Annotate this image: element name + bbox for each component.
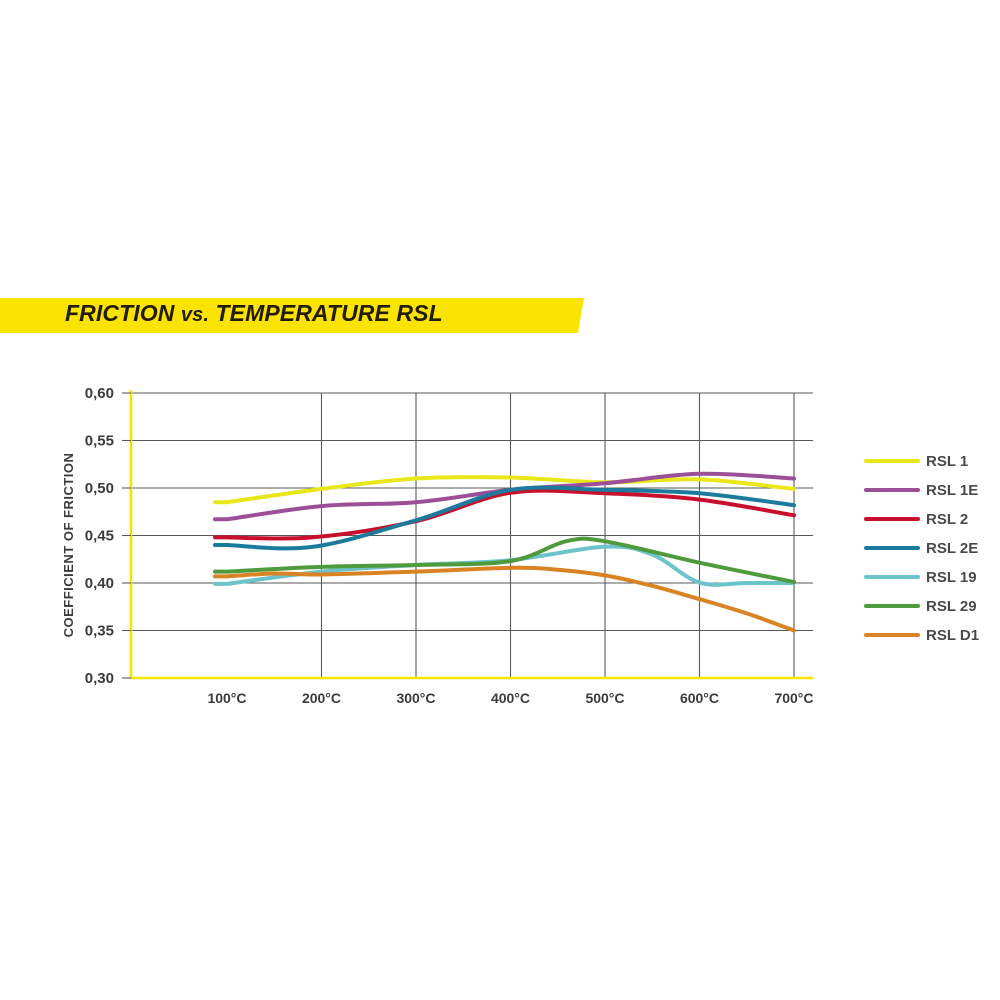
svg-text:RSL 1E: RSL 1E bbox=[926, 482, 978, 499]
svg-text:RSL 29: RSL 29 bbox=[926, 598, 977, 615]
svg-text:RSL D1: RSL D1 bbox=[926, 627, 979, 644]
svg-text:RSL 2E: RSL 2E bbox=[926, 540, 978, 557]
svg-text:RSL 1: RSL 1 bbox=[926, 453, 968, 470]
svg-text:RSL 19: RSL 19 bbox=[926, 569, 977, 586]
svg-text:RSL 2: RSL 2 bbox=[926, 511, 968, 528]
